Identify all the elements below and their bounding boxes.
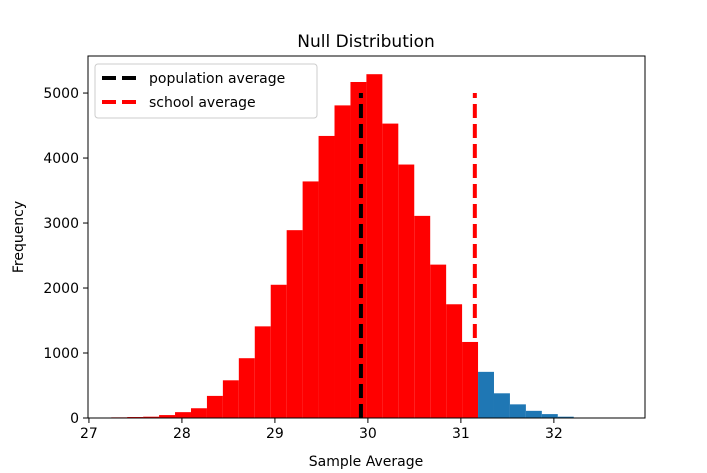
histogram-bar: [493, 393, 510, 418]
plot-frame: [87, 55, 646, 419]
x-tick-label: 29: [266, 426, 284, 442]
x-tick-label: 27: [80, 426, 98, 442]
histogram-bar: [541, 414, 558, 418]
histogram-bar: [143, 416, 160, 418]
legend-box: [94, 63, 318, 119]
histogram-bar: [190, 408, 207, 418]
x-tick-label: 28: [173, 426, 191, 442]
x-axis: 27 28 29 30 31 32: [80, 418, 563, 442]
legend: population average school average: [94, 63, 318, 119]
histogram-bar: [509, 404, 526, 418]
histogram-bar: [350, 81, 367, 419]
histogram-bar: [414, 215, 431, 418]
x-tick-label: 31: [452, 426, 470, 442]
histogram-bar: [175, 412, 191, 418]
histogram-bar: [254, 326, 271, 418]
y-tick-label: 4000: [43, 151, 79, 167]
histogram-bar: [462, 341, 479, 418]
x-tick-label: 32: [545, 426, 563, 442]
histogram-bar: [238, 358, 255, 418]
y-tick-label: 3000: [43, 216, 79, 232]
y-tick-label: 5000: [43, 86, 79, 102]
histogram-bar: [302, 181, 319, 418]
chart-title: Null Distribution: [297, 32, 435, 52]
histogram-bar: [430, 264, 447, 418]
histogram-bar: [478, 371, 494, 418]
bars-group: [111, 74, 574, 419]
y-tick-label: 1000: [43, 346, 79, 362]
histogram-bar: [398, 164, 415, 418]
vlines-group: [358, 93, 477, 418]
histogram-bar: [382, 123, 399, 418]
y-tick-label: 0: [70, 411, 79, 427]
histogram-bar: [334, 105, 351, 418]
histogram-bar: [318, 135, 335, 418]
histogram-bar: [270, 284, 287, 418]
y-axis: 0 1000 2000 3000 4000 5000: [43, 86, 88, 427]
y-tick-label: 2000: [43, 281, 79, 297]
histogram-bar: [159, 415, 176, 418]
histogram-bar: [366, 74, 383, 419]
legend-label-population: population average: [149, 71, 285, 87]
histogram-bar: [206, 395, 223, 418]
histogram-bar: [557, 416, 574, 418]
histogram-bar: [446, 304, 463, 418]
histogram-bar: [525, 410, 542, 418]
histogram-bar: [286, 230, 303, 418]
histogram-bar: [222, 380, 239, 418]
y-axis-label: Frequency: [11, 201, 27, 273]
x-axis-label: Sample Average: [309, 454, 423, 470]
legend-label-school: school average: [149, 95, 256, 111]
x-tick-label: 30: [359, 426, 377, 442]
